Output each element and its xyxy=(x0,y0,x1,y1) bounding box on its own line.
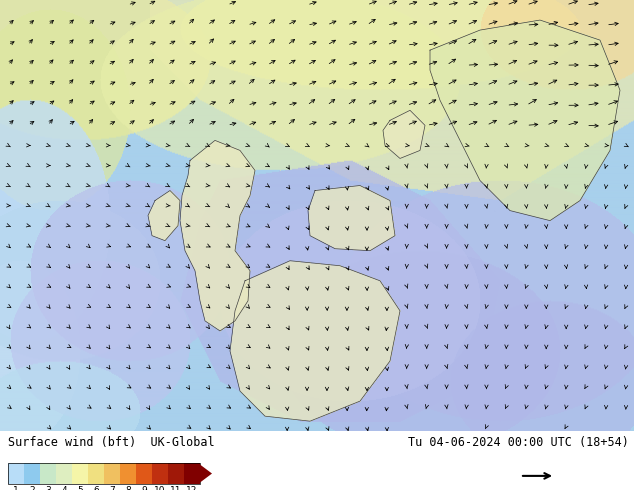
Bar xyxy=(24,463,40,484)
Text: 6: 6 xyxy=(93,487,99,490)
Text: Surface wind (bft)  UK-Global: Surface wind (bft) UK-Global xyxy=(8,436,215,449)
Text: 8: 8 xyxy=(125,487,131,490)
Text: 1: 1 xyxy=(13,487,19,490)
Text: 9: 9 xyxy=(141,487,147,490)
Bar xyxy=(8,463,200,484)
Bar xyxy=(72,463,88,484)
Bar xyxy=(104,463,120,484)
Bar xyxy=(120,463,136,484)
Bar xyxy=(8,463,24,484)
Text: 11: 11 xyxy=(171,487,182,490)
Bar xyxy=(152,463,168,484)
Bar xyxy=(168,463,184,484)
Text: 3: 3 xyxy=(45,487,51,490)
FancyArrow shape xyxy=(200,465,212,483)
Bar xyxy=(88,463,104,484)
Text: 12: 12 xyxy=(186,487,198,490)
Text: 7: 7 xyxy=(109,487,115,490)
Text: Tu 04-06-2024 00:00 UTC (18+54): Tu 04-06-2024 00:00 UTC (18+54) xyxy=(408,436,629,449)
Bar xyxy=(56,463,72,484)
Bar xyxy=(184,463,200,484)
Text: 4: 4 xyxy=(61,487,67,490)
Text: 10: 10 xyxy=(154,487,165,490)
Text: 5: 5 xyxy=(77,487,83,490)
Bar xyxy=(40,463,56,484)
Text: 2: 2 xyxy=(29,487,35,490)
Bar xyxy=(136,463,152,484)
